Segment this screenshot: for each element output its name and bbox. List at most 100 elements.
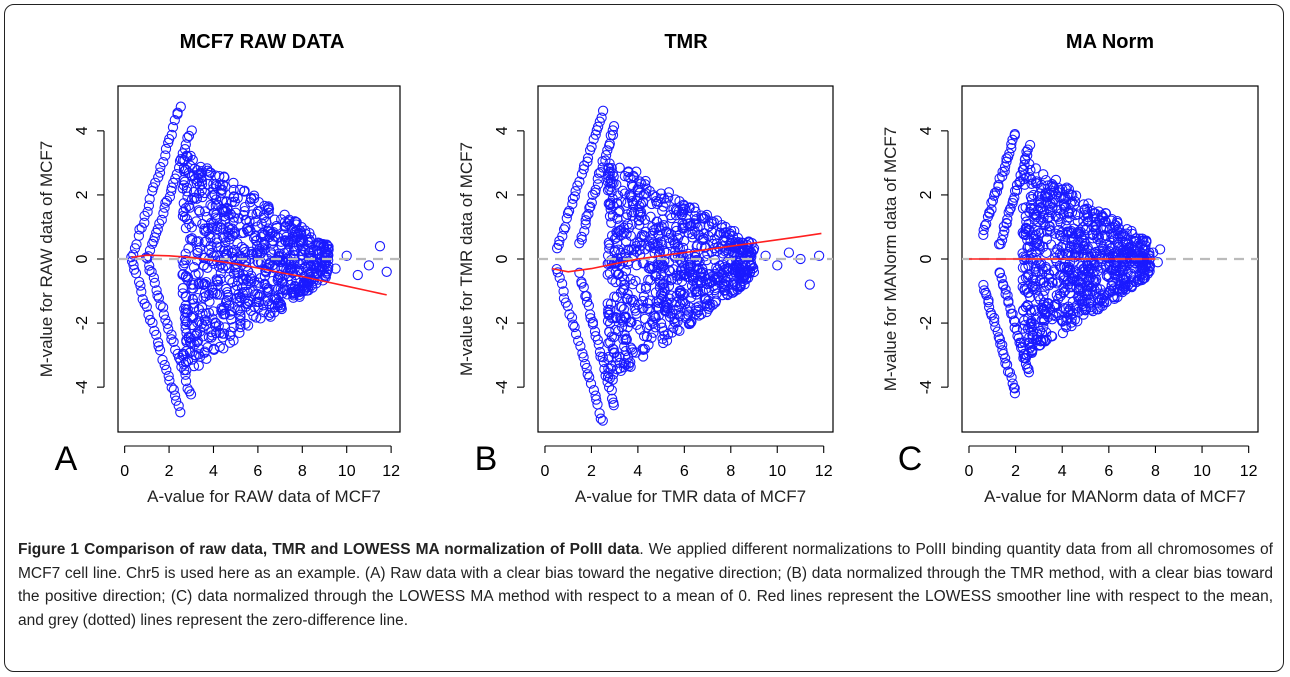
panel-a-point xyxy=(160,150,171,161)
panel-b-point xyxy=(692,240,703,251)
panel-b-point xyxy=(700,294,712,305)
panel-a-point xyxy=(208,306,219,317)
panel-a-point xyxy=(170,173,181,184)
panel-c-point xyxy=(1028,326,1039,337)
panel-b-point xyxy=(804,279,815,290)
panel-a-point xyxy=(288,290,299,301)
panel-c: MA Norm 0 2 4 6 8 10 12 -4 -2 0 2 4 A-value for MANor… xyxy=(881,31,1259,506)
panel-c-point xyxy=(1078,240,1090,252)
panel-b-point xyxy=(684,202,695,213)
panel-b-point xyxy=(637,229,648,241)
panel-c-point xyxy=(1041,334,1052,345)
panel-a-point xyxy=(183,200,194,212)
panel-c-point xyxy=(1048,310,1059,321)
panel-c-point xyxy=(1069,271,1081,282)
panel-c-x-tick-label: 10 xyxy=(1193,463,1211,480)
panel-b-point xyxy=(689,226,700,237)
panel-c-point xyxy=(994,334,1005,345)
panel-a-point xyxy=(252,256,263,267)
panel-b-point xyxy=(611,258,622,269)
panel-b-point xyxy=(783,247,795,258)
panel-b-x-tick-label: 10 xyxy=(768,463,786,480)
panel-b-point xyxy=(569,191,580,202)
panel-b-point xyxy=(574,176,585,187)
panel-b-point xyxy=(663,192,674,203)
panel-c-point xyxy=(1067,190,1078,201)
panel-a-point xyxy=(197,308,208,319)
panel-c-point xyxy=(990,321,1001,333)
panel-b-point xyxy=(629,303,640,314)
panel-a-point xyxy=(189,163,200,174)
panel-c-point xyxy=(1070,247,1081,258)
panel-c-y-tick-label: -2 xyxy=(918,316,935,330)
panel-a-point xyxy=(167,122,179,133)
panel-b-point xyxy=(661,275,672,286)
panel-a-point xyxy=(240,318,251,330)
panel-c-point xyxy=(1003,297,1014,308)
panel-c-point xyxy=(1004,367,1016,378)
panel-c-point xyxy=(1009,192,1020,203)
panel-b-point xyxy=(620,334,631,345)
panel-c-point xyxy=(1103,269,1114,281)
panel-c-point xyxy=(1082,285,1093,297)
panel-a-point xyxy=(300,225,311,236)
panel-c-point xyxy=(1043,211,1054,223)
panel-c-point xyxy=(1040,261,1051,273)
panel-b-point xyxy=(746,260,757,271)
panel-b-point xyxy=(593,168,605,179)
panel-c-point xyxy=(983,297,994,308)
panel-c-point xyxy=(984,207,995,218)
panel-a-point xyxy=(276,240,287,251)
panel-b-point xyxy=(584,309,596,320)
panel-b-point xyxy=(708,217,719,228)
panel-c-point xyxy=(1060,303,1072,314)
panel-c-point xyxy=(1017,227,1028,238)
panel-b-point xyxy=(596,112,607,123)
panel-b-point xyxy=(592,179,604,190)
panel-a-point xyxy=(211,234,222,245)
panel-a-point xyxy=(208,207,219,219)
panel-b-point xyxy=(580,219,591,230)
panel-c-point xyxy=(1025,164,1036,176)
panel-a-point xyxy=(186,279,197,290)
panel-b-point xyxy=(592,173,603,184)
panel-b-point xyxy=(738,271,750,282)
panel-a-point xyxy=(275,236,287,247)
panel-a-point xyxy=(269,231,281,242)
panel-b-point xyxy=(602,250,614,261)
panel-a-x-tick-label: 10 xyxy=(338,463,356,480)
panel-b-point xyxy=(725,228,736,240)
panel-b-point xyxy=(616,314,627,325)
panel-a-point xyxy=(205,167,216,178)
panel-b-point xyxy=(695,271,706,282)
panel-a-point xyxy=(225,326,236,337)
panel-c-point xyxy=(1117,283,1128,295)
panel-a-point xyxy=(141,301,152,312)
panel-b-point xyxy=(604,268,616,279)
panel-b-point xyxy=(556,278,568,289)
panel-a-point xyxy=(216,188,227,199)
panel-a-point xyxy=(199,278,211,290)
panel-b-point xyxy=(635,211,647,223)
panel-a-point xyxy=(215,274,226,285)
panel-b-point xyxy=(683,227,694,239)
panel-a-point xyxy=(269,302,281,313)
panel-c-y-axis: -4 -2 0 2 4 xyxy=(918,126,949,394)
panel-c-point xyxy=(979,220,991,231)
panel-b-point xyxy=(615,301,626,312)
panel-c-point xyxy=(981,218,992,230)
panel-c-point xyxy=(1070,209,1081,221)
panel-b-point xyxy=(683,202,695,214)
panel-c-point xyxy=(1042,226,1053,237)
panel-c-point xyxy=(1082,290,1094,301)
panel-c-point xyxy=(1020,272,1032,283)
panel-a-point xyxy=(280,221,291,232)
panel-b-point xyxy=(637,295,649,307)
panel-c-y-axis-label: M-value for MANorm data of MCF7 xyxy=(881,127,900,392)
panel-b-point xyxy=(594,408,605,419)
panel-a-point xyxy=(144,260,155,271)
panel-a-point xyxy=(148,272,160,283)
panel-c-point xyxy=(1096,293,1107,304)
panel-a-point xyxy=(214,261,225,273)
panel-a-point xyxy=(142,206,153,218)
